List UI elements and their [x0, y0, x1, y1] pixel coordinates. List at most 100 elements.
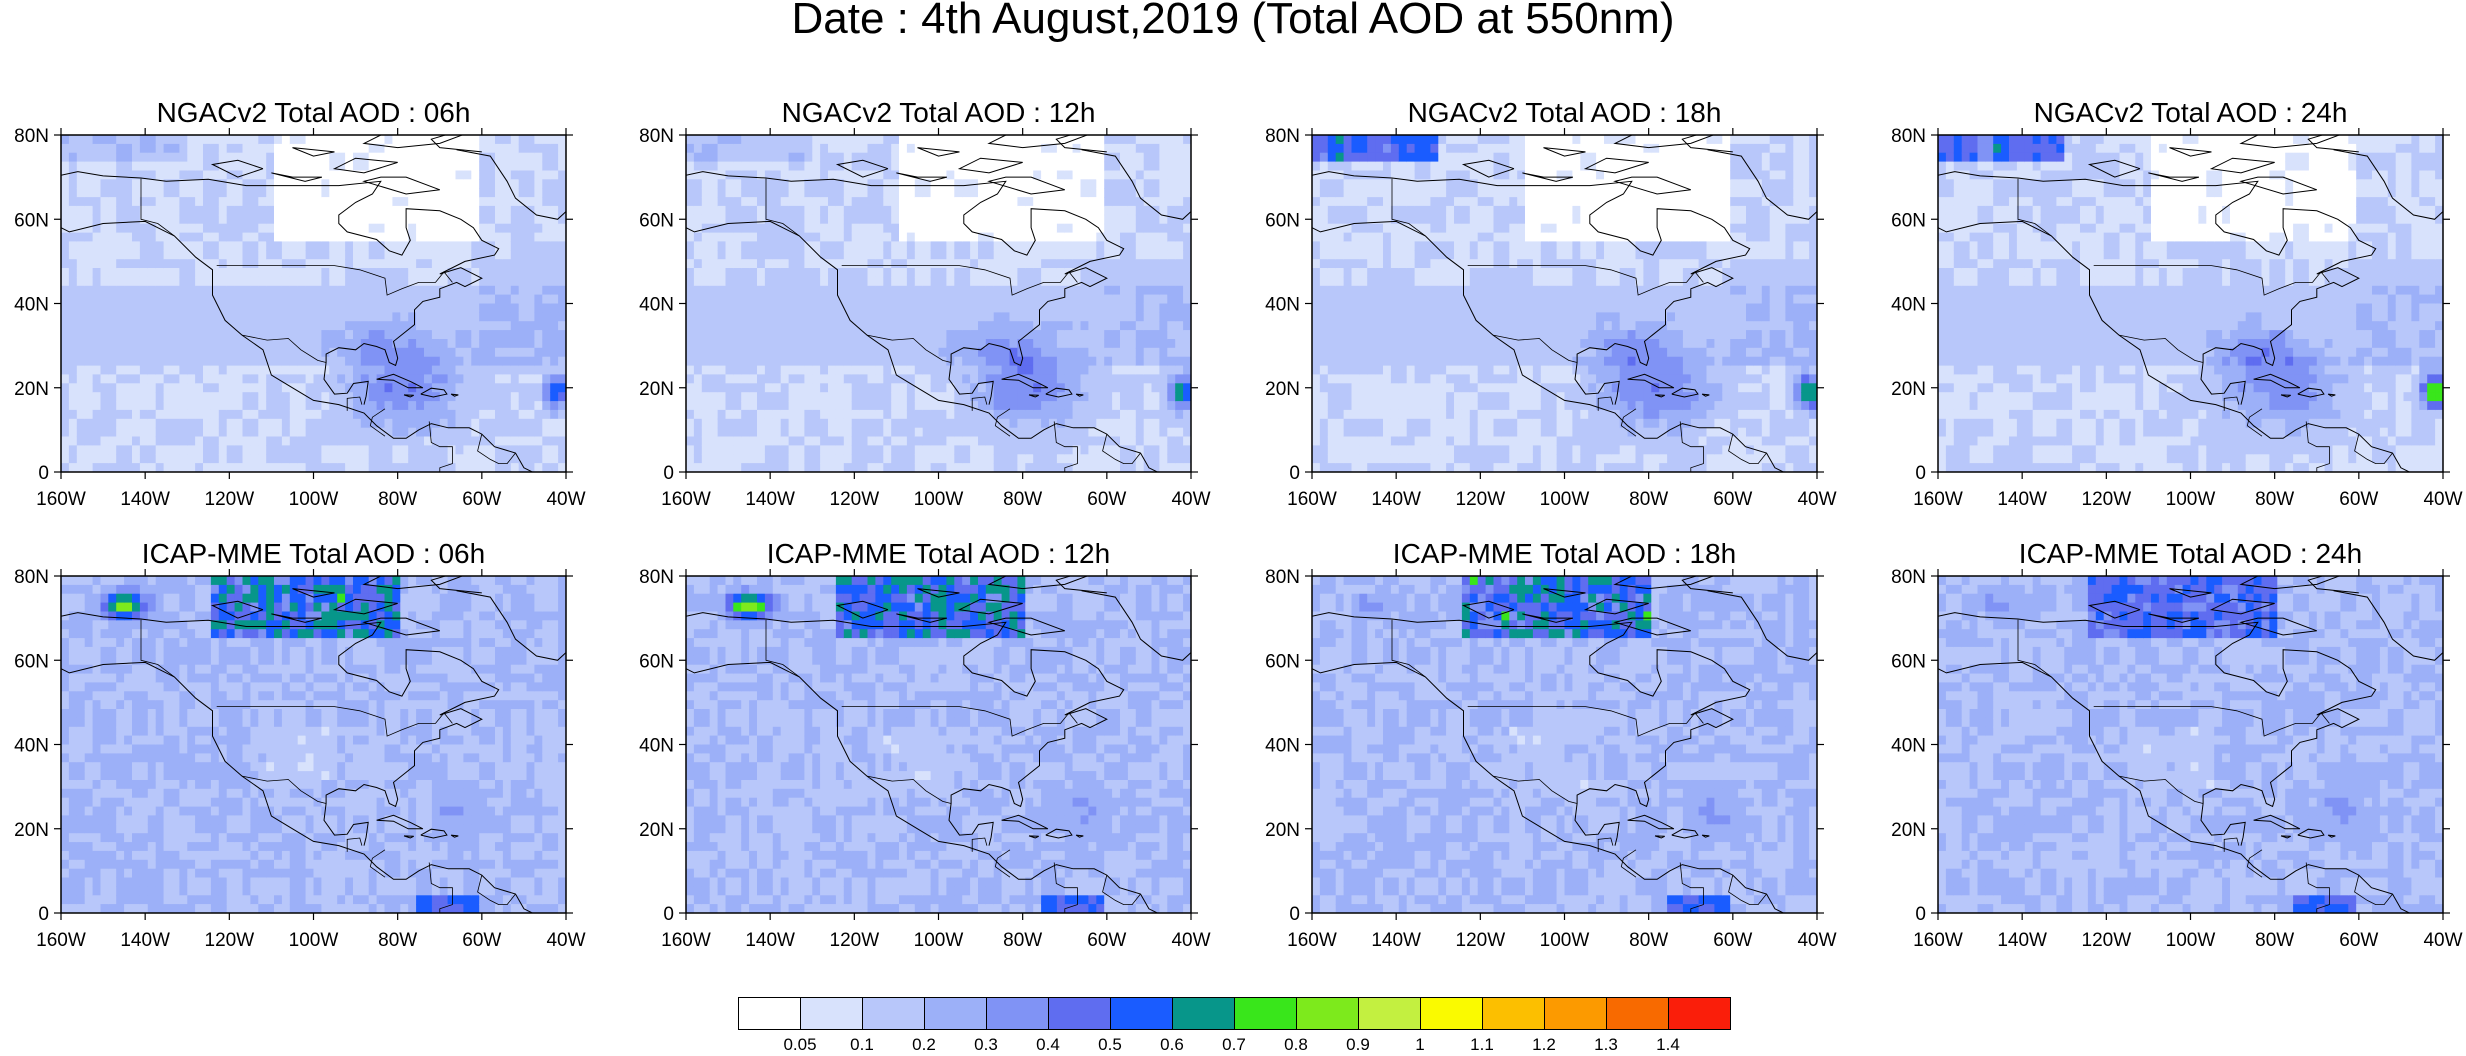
- lon-tick-label: 160W: [1913, 489, 1963, 510]
- map-panel-ngac-18h: NGACv2 Total AOD : 18h 80N 60N 40N 20N 0 160W 1…: [1265, 97, 1836, 510]
- coastlines: [1938, 135, 2443, 472]
- lat-tick-label: 40N: [1891, 736, 1926, 757]
- lat-tick-label: 20N: [1265, 820, 1300, 841]
- lon-tick-label: 160W: [36, 489, 86, 510]
- colorbar-label: 0.9: [1346, 1035, 1370, 1055]
- lat-tick-label: 80N: [14, 126, 49, 147]
- colorbar-swatch: [1544, 997, 1607, 1030]
- lon-tick-label: 120W: [1456, 930, 1506, 951]
- colorbar-label: 0.6: [1160, 1035, 1184, 1055]
- colorbar-label: 1.1: [1470, 1035, 1494, 1055]
- colorbar-label: 1.3: [1594, 1035, 1618, 1055]
- figure-title: Date : 4th August,2019 (Total AOD at 550…: [0, 0, 2466, 44]
- lon-tick-label: 60W: [462, 489, 501, 510]
- colorbar-swatch: [1668, 997, 1731, 1030]
- lon-tick-label: 100W: [1540, 489, 1590, 510]
- lat-tick-label: 60N: [639, 651, 674, 672]
- aod-field: [61, 576, 566, 913]
- lon-tick-label: 80W: [1629, 489, 1668, 510]
- colorbar-swatch: [738, 997, 801, 1030]
- colorbar: 0.05 0.1 0.2 0.3 0.4 0.5 0.6 0.7 0.8 0.9 1 1.1 1.2 1.…: [738, 997, 1731, 1056]
- colorbar-swatch: [1606, 997, 1669, 1030]
- lat-tick-label: 80N: [1265, 126, 1300, 147]
- lon-tick-label: 40W: [1171, 930, 1210, 951]
- aod-field: [1938, 135, 2443, 472]
- lon-tick-label: 60W: [462, 930, 501, 951]
- lon-tick-label: 100W: [914, 489, 964, 510]
- lat-tick-label: 40N: [639, 295, 674, 316]
- colorbar-swatch: [1296, 997, 1359, 1030]
- colorbar-label: 1: [1415, 1035, 1424, 1055]
- lon-tick-label: 100W: [289, 489, 339, 510]
- lon-tick-label: 40W: [2423, 930, 2462, 951]
- lat-tick-label: 60N: [1265, 210, 1300, 231]
- lon-tick-label: 120W: [205, 489, 255, 510]
- colorbar-swatch: [924, 997, 987, 1030]
- map-panel-ngac-06h: NGACv2 Total AOD : 06h 80N 60N 40N 20N 0 160W 1…: [14, 97, 585, 510]
- lon-tick-label: 40W: [1797, 930, 1836, 951]
- aod-field: [61, 135, 566, 472]
- lon-tick-label: 40W: [546, 489, 585, 510]
- lat-tick-label: 20N: [1891, 379, 1926, 400]
- lon-tick-label: 140W: [745, 489, 795, 510]
- lat-tick-label: 40N: [1265, 295, 1300, 316]
- panel-title: NGACv2 Total AOD : 06h: [157, 97, 471, 128]
- panel-title: NGACv2 Total AOD : 12h: [782, 97, 1096, 128]
- lon-tick-label: 120W: [205, 930, 255, 951]
- map-panel-ngac-12h: NGACv2 Total AOD : 12h 80N 60N 40N 20N 0 160W 1…: [639, 97, 1210, 510]
- coastlines: [686, 576, 1191, 913]
- panel-title: ICAP-MME Total AOD : 24h: [2019, 538, 2362, 569]
- lat-tick-label: 60N: [1891, 651, 1926, 672]
- lat-tick-label: 40N: [1891, 295, 1926, 316]
- lat-tick-label: 60N: [14, 210, 49, 231]
- colorbar-swatch: [1420, 997, 1483, 1030]
- lat-tick-label: 80N: [639, 126, 674, 147]
- lon-tick-label: 100W: [289, 930, 339, 951]
- lon-tick-label: 100W: [2166, 489, 2216, 510]
- lon-tick-label: 140W: [1371, 489, 1421, 510]
- colorbar-label: 0.3: [974, 1035, 998, 1055]
- lon-tick-label: 120W: [830, 489, 880, 510]
- lon-tick-label: 120W: [2082, 489, 2132, 510]
- colorbar-label: 0.1: [850, 1035, 874, 1055]
- coastlines: [61, 576, 566, 913]
- map-panel-icap-18h: ICAP-MME Total AOD : 18h 80N 60N 40N 20N 0 160…: [1265, 538, 1836, 951]
- lon-tick-label: 60W: [1713, 930, 1752, 951]
- lat-tick-label: 20N: [14, 379, 49, 400]
- colorbar-swatch: [1172, 997, 1235, 1030]
- colorbar-swatch: [1482, 997, 1545, 1030]
- panel-title: ICAP-MME Total AOD : 12h: [767, 538, 1110, 569]
- lat-tick-label: 0: [38, 463, 49, 484]
- lat-tick-label: 60N: [1265, 651, 1300, 672]
- colorbar-label: 0.7: [1222, 1035, 1246, 1055]
- lon-tick-label: 80W: [1629, 930, 1668, 951]
- lat-tick-label: 0: [663, 463, 674, 484]
- lat-tick-label: 40N: [1265, 736, 1300, 757]
- lon-tick-label: 80W: [378, 930, 417, 951]
- lat-tick-label: 20N: [1265, 379, 1300, 400]
- lon-tick-label: 100W: [2166, 930, 2216, 951]
- map-panels: NGACv2 Total AOD : 06h 80N 60N 40N 20N 0 160W 1…: [14, 97, 2462, 951]
- lon-tick-label: 80W: [1003, 930, 1042, 951]
- lon-tick-label: 160W: [661, 489, 711, 510]
- colorbar-swatch: [862, 997, 925, 1030]
- lon-tick-label: 60W: [1087, 930, 1126, 951]
- aod-field: [686, 135, 1191, 472]
- lon-tick-label: 80W: [2255, 489, 2294, 510]
- lat-tick-label: 80N: [14, 567, 49, 588]
- lat-tick-label: 80N: [1265, 567, 1300, 588]
- lat-tick-label: 0: [663, 904, 674, 925]
- coastlines: [1312, 135, 1817, 472]
- colorbar-label: 1.2: [1532, 1035, 1556, 1055]
- lon-tick-label: 80W: [2255, 930, 2294, 951]
- lat-tick-label: 0: [38, 904, 49, 925]
- lat-tick-label: 60N: [14, 651, 49, 672]
- colorbar-label: 0.2: [912, 1035, 936, 1055]
- lat-tick-label: 20N: [639, 379, 674, 400]
- lon-tick-label: 60W: [1713, 489, 1752, 510]
- lon-tick-label: 160W: [1287, 930, 1337, 951]
- colorbar-swatch: [1110, 997, 1173, 1030]
- lat-tick-label: 40N: [639, 736, 674, 757]
- colorbar-label: 1.4: [1656, 1035, 1680, 1055]
